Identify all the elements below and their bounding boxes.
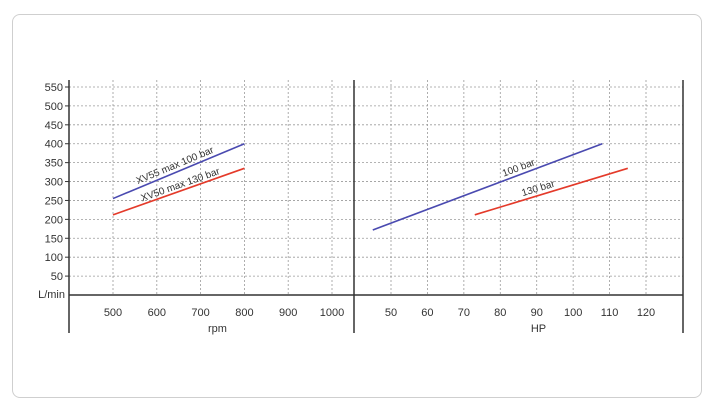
- y-tick-label: 300: [45, 177, 63, 189]
- y-tick-label: 250: [45, 195, 63, 207]
- x-tick-label: 110: [601, 307, 619, 319]
- x-tick-label: 600: [148, 307, 166, 319]
- x-tick-label: 60: [421, 307, 433, 319]
- axes-layer: [65, 80, 684, 333]
- y-tick-label: 100: [45, 252, 63, 264]
- series-line: [112, 167, 245, 216]
- x-tick-label: 500: [104, 307, 122, 319]
- y-tick-label: 550: [45, 82, 63, 94]
- y-tick-label: 350: [45, 158, 63, 170]
- y-axis-label: L/min: [38, 289, 65, 301]
- x-axis-label: rpm: [208, 323, 227, 335]
- x-tick-label: 800: [235, 307, 253, 319]
- y-tick-label: 50: [51, 271, 63, 283]
- x-tick-label: 700: [191, 307, 209, 319]
- chart-card: [12, 14, 702, 398]
- series-layer: [112, 142, 629, 231]
- y-tick-label: 400: [45, 139, 63, 151]
- y-tick-label: 200: [45, 214, 63, 226]
- x-tick-label: 50: [385, 307, 397, 319]
- x-tick-label: 120: [637, 307, 655, 319]
- y-tick-label: 500: [45, 101, 63, 113]
- series-line: [474, 167, 629, 216]
- x-tick-label: 90: [531, 307, 543, 319]
- x-axis-label: HP: [531, 323, 546, 335]
- series-label-100bar: 100 bar: [501, 157, 537, 179]
- x-tick-label: 900: [279, 307, 297, 319]
- grid-layer: [69, 80, 683, 295]
- y-tick-label: 450: [45, 120, 63, 132]
- x-tick-label: 70: [458, 307, 470, 319]
- series-line: [112, 142, 245, 200]
- y-tick-label: 150: [45, 233, 63, 245]
- x-tick-label: 100: [564, 307, 582, 319]
- x-tick-label: 80: [494, 307, 506, 319]
- x-tick-label: 1000: [320, 307, 344, 319]
- series-line: [372, 142, 603, 231]
